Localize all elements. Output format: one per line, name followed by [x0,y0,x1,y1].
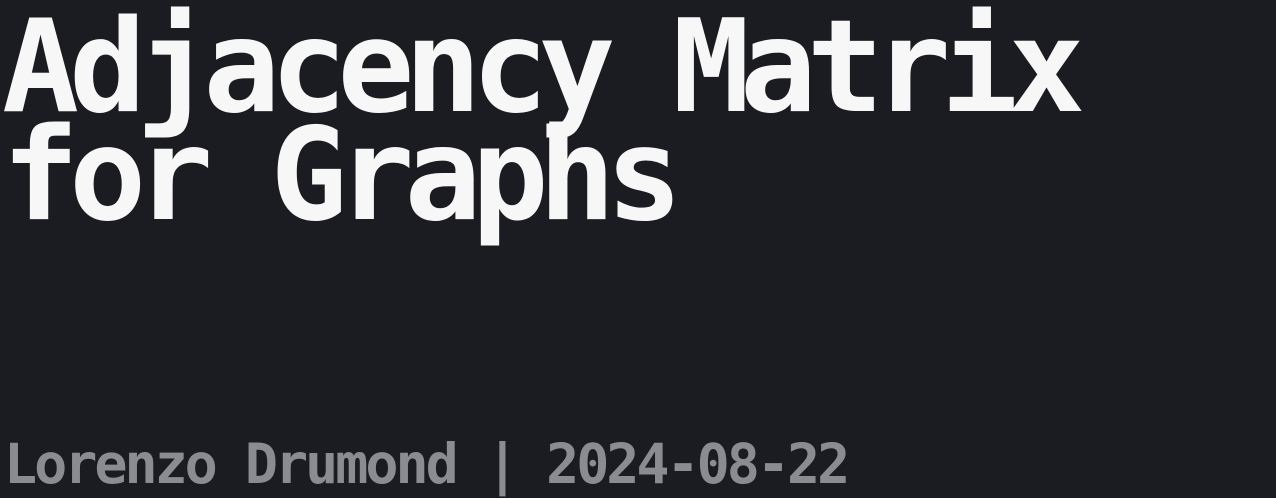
byline: Lorenzo Drumond | 2024-08-22 [4,431,850,497]
title-line-2: for Graphs [2,101,683,250]
byline-separator: | [485,432,519,496]
publish-date: 2024-08-22 [546,432,850,496]
title-line-1: Adjacency Matrix [2,0,1085,142]
author-name: Lorenzo Drumond [4,432,459,496]
page-title: Adjacency Matrix for Graphs [2,0,1276,250]
